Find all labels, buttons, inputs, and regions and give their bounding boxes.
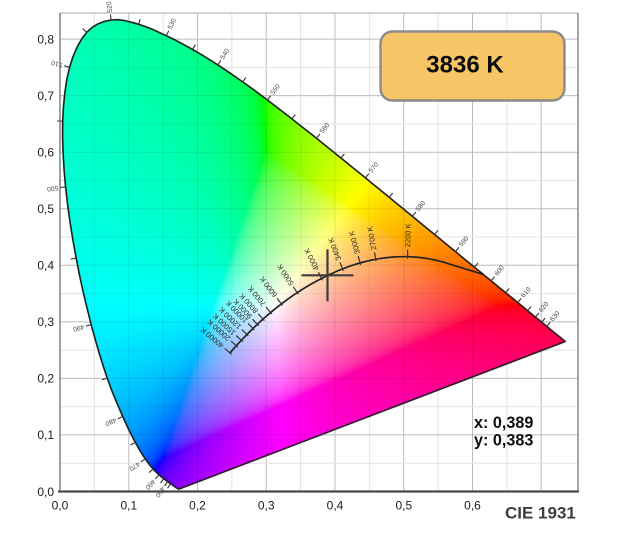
svg-text:600: 600 [493, 264, 506, 277]
svg-text:470: 470 [127, 460, 140, 472]
svg-text:540: 540 [219, 47, 231, 60]
svg-text:560: 560 [319, 122, 332, 135]
svg-text:4000 K: 4000 K [302, 247, 321, 272]
svg-text:590: 590 [458, 235, 471, 248]
svg-text:2200 K: 2200 K [403, 223, 413, 247]
svg-text:550: 550 [270, 83, 282, 96]
svg-text:510: 510 [50, 58, 63, 68]
svg-text:610: 610 [520, 286, 533, 299]
svg-text:580: 580 [415, 200, 428, 213]
svg-text:530: 530 [167, 17, 178, 30]
svg-text:3400 K: 3400 K [326, 236, 343, 261]
svg-text:3836 K: 3836 K [426, 52, 504, 79]
svg-text:630: 630 [549, 310, 562, 323]
svg-text:2700 K: 2700 K [365, 226, 378, 251]
svg-text:x: 0,389: x: 0,389 [474, 414, 533, 432]
svg-text:620: 620 [538, 301, 551, 314]
svg-text:520: 520 [106, 1, 114, 13]
svg-text:490: 490 [72, 323, 85, 333]
svg-text:y: 0,383: y: 0,383 [474, 432, 533, 450]
svg-text:460: 460 [143, 478, 156, 491]
svg-text:500: 500 [46, 184, 58, 192]
svg-text:5000 K: 5000 K [275, 262, 296, 287]
svg-text:CIE 1931: CIE 1931 [505, 504, 576, 523]
svg-text:480: 480 [104, 416, 117, 427]
svg-text:3000 K: 3000 K [347, 230, 362, 255]
svg-text:570: 570 [368, 161, 381, 174]
